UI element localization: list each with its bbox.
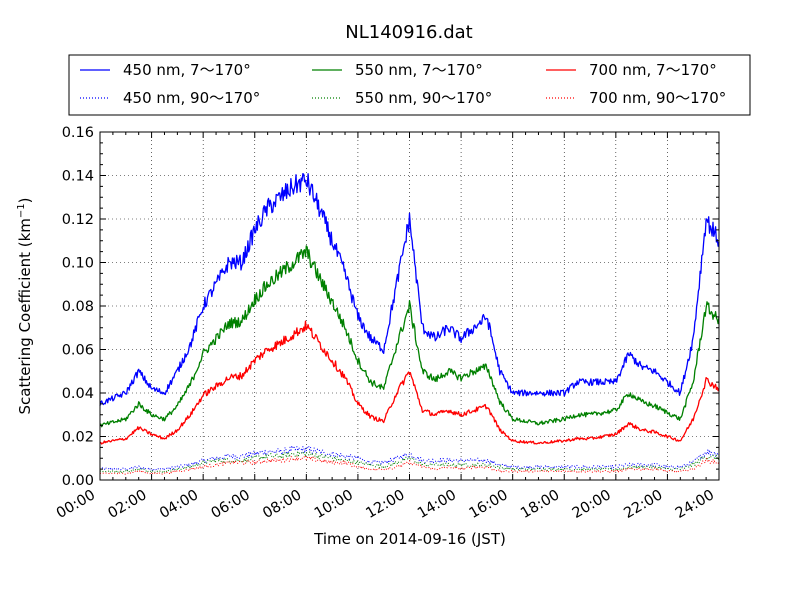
x-tick-label: 04:00	[157, 487, 201, 522]
legend-label-3: 700 nm, 7～170°	[589, 61, 717, 79]
x-tick-label: 08:00	[260, 487, 304, 522]
y-axis-label-exponent: −1	[16, 203, 27, 218]
legend: 450 nm, 7～170° 550 nm, 7～170° 700 nm, 7～17…	[68, 54, 751, 116]
x-tick-label: 24:00	[673, 487, 717, 522]
x-tick-label: 00:00	[54, 487, 98, 522]
y-tick-label: 0.02	[62, 430, 94, 446]
legend-label-6: 700 nm, 90～170°	[589, 89, 726, 107]
series-line-6	[100, 455, 720, 475]
y-tick-label: 0.10	[62, 256, 94, 272]
x-tick-label: 10:00	[312, 487, 356, 522]
x-tick-label: 02:00	[105, 487, 149, 522]
x-tick-label: 22:00	[621, 487, 665, 522]
legend-label-4: 450 nm, 90～170°	[123, 89, 260, 107]
series-line-2	[99, 245, 720, 428]
x-axis-label: Time on 2014-09-16 (JST)	[313, 530, 506, 548]
y-tick-label: 0.14	[62, 169, 94, 185]
series-layer	[99, 172, 720, 475]
x-tick-label: 20:00	[570, 487, 614, 522]
x-tick-label: 16:00	[467, 487, 511, 522]
x-tick-label: 14:00	[415, 487, 459, 522]
y-tick-label: 0.08	[62, 299, 94, 315]
series-line-4	[99, 445, 720, 471]
y-tick-label: 0.06	[62, 343, 94, 359]
legend-label-5: 550 nm, 90～170°	[355, 89, 492, 107]
series-line-1	[99, 172, 720, 406]
series-line-5	[99, 450, 720, 473]
y-axis-label-main: Scattering Coefficient (km	[16, 218, 34, 414]
y-tick-label: 0.16	[62, 125, 94, 141]
y-axis-label: Scattering Coefficient (km−1)	[16, 197, 34, 414]
y-tick-label: 0.04	[62, 386, 94, 402]
legend-frame	[68, 54, 751, 116]
legend-label-2: 550 nm, 7～170°	[355, 61, 483, 79]
series-line-3	[99, 320, 720, 445]
x-tick-label: 18:00	[518, 487, 562, 522]
x-tick-label: 12:00	[363, 487, 407, 522]
chart-title: NL140916.dat	[345, 22, 472, 43]
y-tick-label: 0.12	[62, 212, 94, 228]
y-axis-label-end: )	[16, 197, 34, 203]
legend-label-1: 450 nm, 7～170°	[123, 61, 251, 79]
y-tick-label: 0.00	[62, 473, 94, 489]
x-tick-label: 06:00	[209, 487, 253, 522]
